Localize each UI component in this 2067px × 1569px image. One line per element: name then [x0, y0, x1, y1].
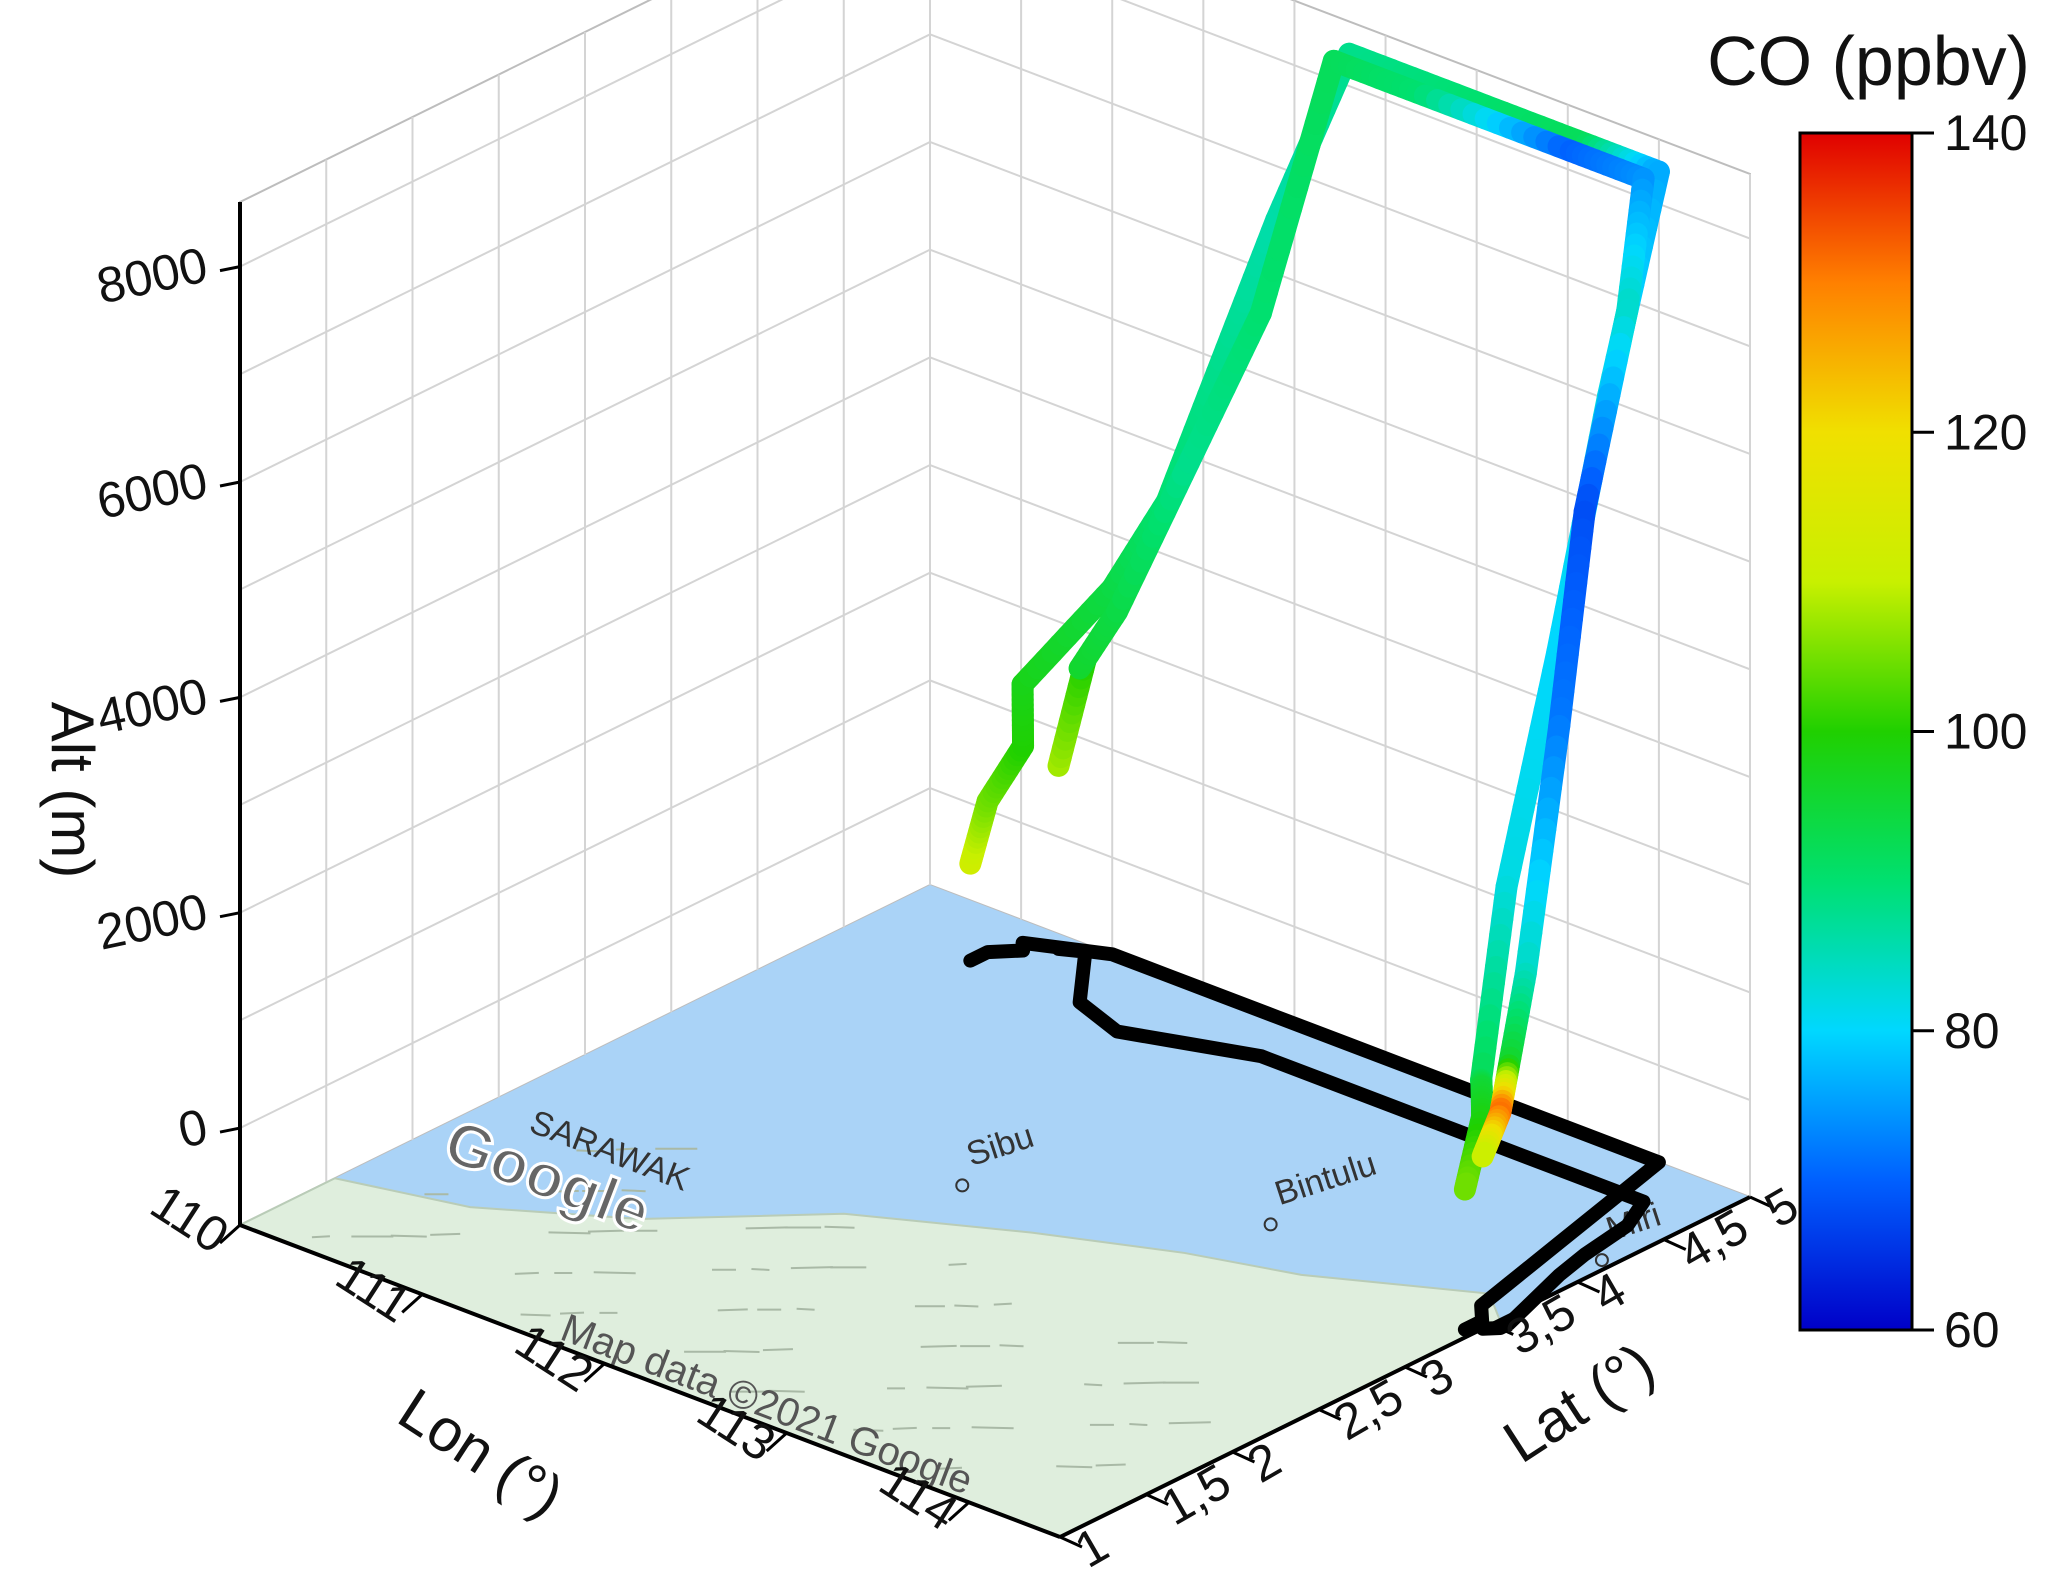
- x-tick: [947, 1501, 970, 1522]
- colorbar-gradient: [1798, 131, 1914, 1332]
- map-relief: [559, 1311, 585, 1315]
- map-relief: [999, 1344, 1024, 1348]
- map-relief: [514, 1271, 539, 1275]
- map-relief: [1095, 1463, 1126, 1467]
- x-tick: [583, 1362, 606, 1383]
- flight-segment: [1471, 1141, 1496, 1168]
- x-tick: [218, 1223, 242, 1245]
- map-relief: [892, 1426, 917, 1430]
- map-relief: [621, 1189, 646, 1193]
- z-tick-label: 6000: [92, 452, 212, 530]
- y-tick: [1318, 1408, 1342, 1421]
- grid-line: [239, 0, 1751, 268]
- map-relief: [593, 1271, 636, 1275]
- map-relief: [1157, 1341, 1188, 1345]
- grid-line: [239, 679, 1751, 1022]
- ground-track-line: [1051, 941, 1651, 1336]
- map-relief: [824, 1225, 855, 1229]
- map-relief: [971, 1426, 1014, 1430]
- y-tick: [1059, 1535, 1083, 1549]
- map-relief: [796, 1307, 815, 1311]
- x-axis-title: Lon (°): [387, 1375, 575, 1530]
- y-tick: [1145, 1493, 1169, 1506]
- z-tick-label: 2000: [92, 883, 212, 961]
- flight-path: [959, 42, 1670, 1201]
- map-relief: [948, 1262, 967, 1266]
- map-relief: [1084, 1383, 1103, 1387]
- y-tick: [1576, 1280, 1601, 1294]
- colorbar-tick-label: 120: [1944, 404, 2027, 460]
- y-tick-label: 4: [1583, 1261, 1635, 1323]
- map-relief: [430, 1232, 461, 1236]
- grid-line: [239, 571, 1751, 914]
- place-marker: [955, 1178, 970, 1193]
- grid-line: [239, 786, 1751, 1129]
- map-relief: [723, 1349, 760, 1353]
- flight-segment: [1453, 1172, 1478, 1201]
- map-relief: [390, 1234, 427, 1238]
- map-relief: [587, 1229, 624, 1233]
- x-tick: [765, 1431, 788, 1453]
- map-relief: [1056, 1465, 1093, 1469]
- map-relief: [311, 1235, 330, 1239]
- map-relief: [717, 1308, 748, 1312]
- y-tick: [1404, 1365, 1428, 1379]
- colorbar-title: CO (ppbv): [1707, 22, 2030, 100]
- colorbar-tick-label: 60: [1944, 1302, 2000, 1358]
- map-relief: [926, 1386, 969, 1390]
- z-tick: [219, 1126, 241, 1134]
- map-relief: [520, 1313, 551, 1317]
- map-relief: [937, 1466, 963, 1470]
- y-tick: [1663, 1238, 1687, 1251]
- map-relief: [1168, 1421, 1211, 1425]
- map-relief: [920, 1344, 957, 1348]
- map-relief: [790, 1266, 833, 1270]
- map-relief: [1123, 1381, 1166, 1385]
- map-relief: [762, 1348, 793, 1352]
- grid-line: [239, 248, 1751, 591]
- z-axis-title: Alt (m): [39, 702, 106, 879]
- place-marker: [1263, 1217, 1278, 1232]
- map-relief: [542, 1189, 579, 1193]
- map-relief: [615, 1147, 634, 1151]
- z-tick-label: 8000: [92, 237, 212, 315]
- map-relief: [576, 1149, 601, 1153]
- z-tick: [219, 911, 241, 919]
- map-relief: [548, 1231, 591, 1235]
- colorbar-tick-label: 80: [1944, 1003, 2000, 1059]
- map-relief: [745, 1226, 788, 1230]
- map-relief: [751, 1267, 770, 1271]
- x-tick-label: 110: [141, 1174, 238, 1264]
- x-axis-line: [239, 1223, 1061, 1539]
- y-tick: [1749, 1195, 1773, 1209]
- z-tick: [219, 265, 241, 273]
- x-tick: [401, 1293, 424, 1314]
- grid-line: [239, 140, 1751, 483]
- map-relief: [853, 1428, 884, 1432]
- z-tick-label: 4000: [92, 667, 212, 745]
- y-tick-label: 2: [1238, 1431, 1290, 1493]
- grid-line: [239, 463, 1751, 806]
- map-relief: [965, 1384, 1002, 1388]
- map-relief: [993, 1302, 1012, 1306]
- grid-line: [239, 33, 1751, 376]
- colorbar-tick-label: 140: [1944, 105, 2027, 161]
- colorbar-tick-label: 100: [1944, 704, 2027, 760]
- z-tick: [219, 480, 241, 488]
- z-tick-label: 0: [173, 1098, 212, 1159]
- grid-line: [239, 356, 1751, 699]
- map-relief: [1129, 1423, 1148, 1427]
- place-marker: [1594, 1253, 1609, 1268]
- z-tick: [219, 695, 241, 703]
- map-relief: [954, 1304, 979, 1308]
- y-tick-label: 3: [1411, 1346, 1463, 1408]
- map-relief: [768, 1389, 805, 1393]
- y-tick: [1231, 1450, 1256, 1464]
- y-tick: [1490, 1323, 1514, 1336]
